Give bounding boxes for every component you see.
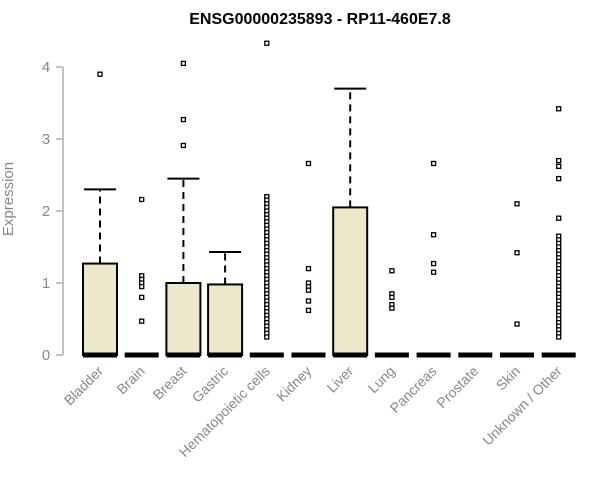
outlier-point — [305, 307, 312, 314]
outlier-point — [264, 40, 270, 46]
outlier-point — [430, 232, 437, 238]
box-body — [82, 262, 118, 356]
outlier-point — [264, 334, 270, 340]
box-group — [207, 251, 244, 358]
x-tick-label: Lung — [365, 363, 398, 396]
outlier-point — [305, 160, 312, 167]
outlier-point — [139, 196, 145, 203]
box-group — [332, 87, 369, 358]
box-group — [541, 106, 576, 358]
outlier-point — [556, 106, 562, 112]
outlier-point — [556, 157, 562, 164]
box-group — [124, 196, 159, 358]
outlier-point — [514, 201, 520, 207]
outlier-point — [430, 260, 437, 267]
box-group — [416, 160, 451, 358]
x-tick-label: Unknown / Other — [479, 363, 565, 449]
outlier-point — [389, 294, 395, 301]
x-tick-label: Prostate — [433, 363, 481, 411]
box-group — [249, 40, 284, 358]
outlier-point — [180, 60, 187, 67]
outlier-point — [556, 163, 562, 170]
outlier-point — [305, 265, 312, 272]
outlier-point — [180, 116, 187, 123]
x-tick-label: Liver — [324, 363, 357, 396]
x-tick-label: Brain — [113, 363, 147, 397]
y-axis: 0 1 2 3 4 — [42, 59, 64, 364]
outlier-point — [556, 175, 562, 182]
box-group — [374, 268, 409, 358]
box-body — [165, 282, 202, 356]
outlier-point — [556, 334, 562, 340]
outlier-point — [556, 215, 562, 221]
box-group — [82, 71, 118, 358]
outlier-point — [430, 269, 437, 275]
outlier-point — [97, 71, 103, 77]
x-tick-label: Breast — [150, 363, 190, 403]
outlier-point — [514, 250, 520, 256]
x-tick-label: Skin — [493, 363, 524, 394]
outlier-point — [139, 294, 145, 301]
boxes-layer — [82, 40, 576, 358]
x-tick-label: Bladder — [61, 363, 107, 409]
outlier-point — [139, 318, 145, 324]
chart-title: ENSG00000235893 - RP11-460E7.8 — [189, 11, 451, 28]
box-body — [207, 283, 244, 356]
box-group — [165, 60, 202, 358]
box-group — [291, 160, 326, 358]
y-tick-label: 2 — [42, 203, 50, 220]
y-tick-label: 1 — [42, 275, 50, 292]
outlier-point — [180, 142, 187, 149]
box-group — [500, 201, 534, 358]
outlier-point — [514, 321, 520, 327]
y-tick-label: 0 — [42, 347, 50, 364]
outlier-point — [305, 287, 312, 293]
y-tick-label: 3 — [42, 131, 50, 148]
outlier-point — [430, 160, 437, 167]
outlier-point — [389, 268, 395, 274]
box-body — [332, 206, 369, 356]
y-axis-label: Expression — [0, 162, 17, 236]
x-tick-label: Kidney — [273, 363, 315, 405]
y-tick-label: 4 — [42, 59, 50, 76]
outlier-point — [305, 298, 312, 304]
outlier-point — [389, 305, 395, 311]
outlier-point — [139, 283, 145, 290]
